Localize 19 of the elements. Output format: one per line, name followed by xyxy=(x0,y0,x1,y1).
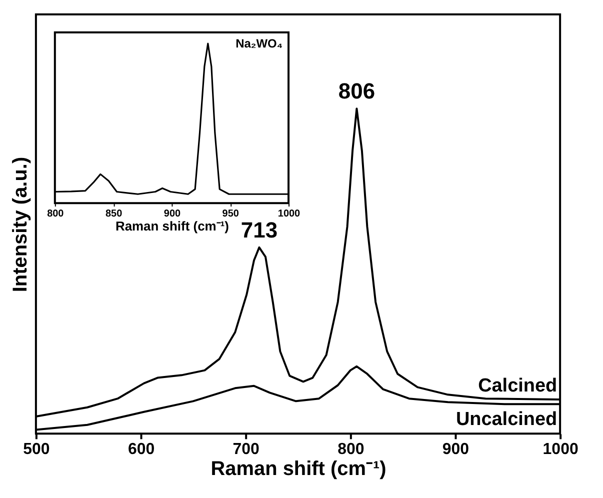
y-axis-title: Intensity (a.u.) xyxy=(9,156,32,292)
x-tick-label: 850 xyxy=(105,208,123,220)
x-tick-label: 500 xyxy=(23,441,50,458)
x-tick-label: 900 xyxy=(442,441,470,458)
x-tick-label: 700 xyxy=(232,441,260,458)
annotation: 806 xyxy=(338,78,376,104)
series-label: Uncalcined xyxy=(456,409,558,430)
series-label: Calcined xyxy=(478,376,558,397)
x-axis-title: Raman shift (cm⁻¹) xyxy=(210,458,386,480)
annotation: 713 xyxy=(240,217,278,242)
x-tick-label: 800 xyxy=(47,208,64,220)
x-tick-label: 600 xyxy=(128,441,155,458)
x-tick-label: 800 xyxy=(338,441,364,458)
x-tick-label: 1000 xyxy=(278,208,301,220)
x-tick-label: 950 xyxy=(222,208,240,220)
x-tick-label: 900 xyxy=(164,208,181,220)
x-axis-title: Raman shift (cm⁻¹) xyxy=(115,218,229,234)
annotation: Na₂WO₄ xyxy=(236,36,283,50)
x-tick-label: 1000 xyxy=(542,441,578,458)
